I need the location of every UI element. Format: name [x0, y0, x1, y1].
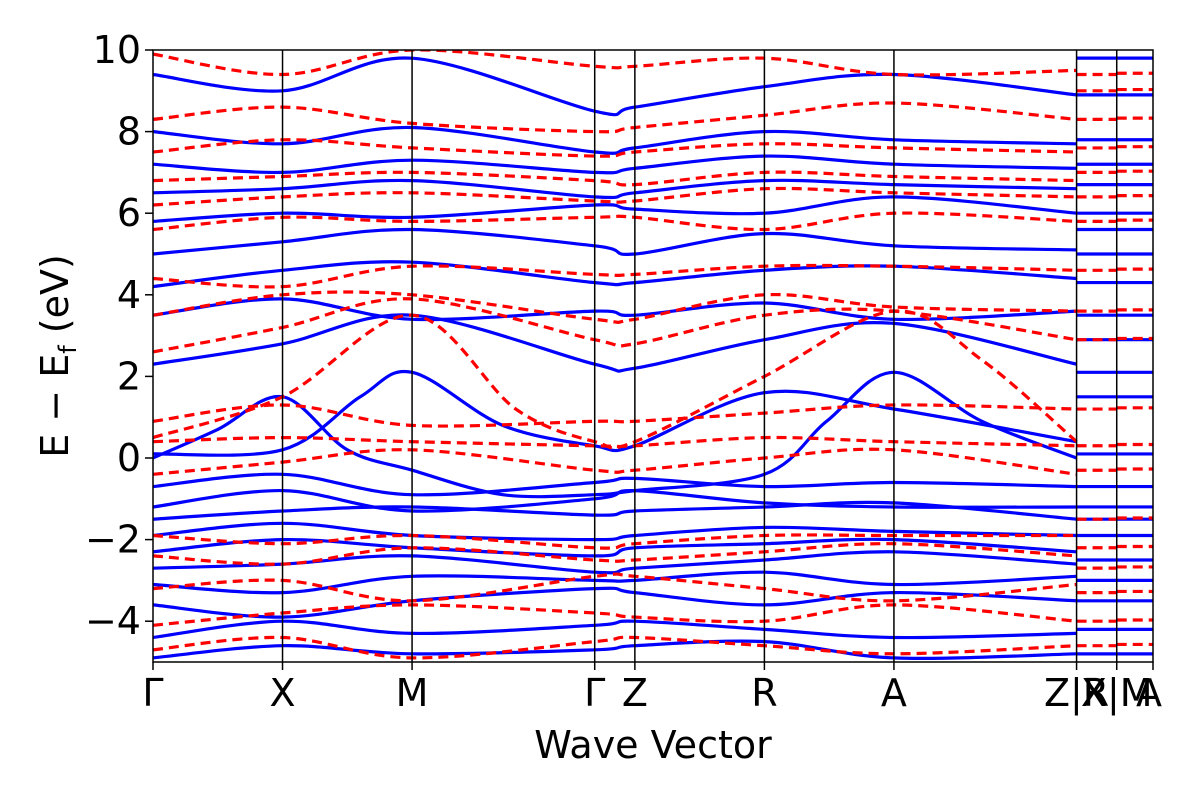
band-solid-6 [153, 521, 1077, 542]
band-solid-1 [153, 619, 1077, 640]
y-tick-label: 2 [117, 354, 141, 398]
y-tick-label: −2 [85, 518, 141, 562]
band-solid-15 [153, 227, 1077, 256]
band-dashed-12 [153, 211, 1077, 232]
x-axis-label: Wave Vector [534, 723, 772, 767]
y-tick-label: 0 [117, 436, 141, 480]
band-solid-18 [153, 154, 1077, 175]
y-axis: −4 −2 0 2 4 6 8 10 [85, 28, 153, 643]
x-tick-label: Z|R [1044, 671, 1109, 716]
band-solid-0 [153, 639, 1077, 660]
plot-frame [152, 49, 1154, 663]
x-tick-label: R [751, 671, 777, 715]
y-tick-label: 4 [117, 273, 141, 317]
band-solid-16 [153, 195, 1077, 223]
band-dashed-8 [153, 309, 1078, 450]
bands-layer [153, 50, 1153, 660]
band-dashed-16 [153, 101, 1077, 134]
x-tick-label: Z [622, 671, 648, 715]
x-tick-label: A [881, 671, 907, 715]
x-tick-label: A [1136, 671, 1162, 715]
band-solid-7 [153, 500, 1077, 521]
x-axis: Γ X M Γ Z R A Z|RX|MA [142, 662, 1162, 716]
x-tick-label: Γ [584, 671, 605, 715]
y-axis-label: E − Ef (eV) [33, 254, 82, 458]
band-dashed-2 [153, 572, 1077, 603]
x-tick-label: M [396, 671, 429, 715]
band-solid-11 [153, 369, 1077, 457]
band-dashed-10 [153, 290, 1077, 324]
band-solid-10 [153, 370, 1078, 499]
y-tick-label: 10 [93, 28, 141, 72]
y-tick-label: −4 [85, 599, 141, 643]
x-tick-label: X|M [1081, 671, 1153, 716]
band-dashed-17 [153, 50, 1077, 77]
kpoint-lines [281, 50, 1118, 662]
y-tick-label: 8 [117, 110, 141, 154]
series-solid [153, 56, 1153, 660]
y-tick-label: 6 [117, 191, 141, 235]
x-tick-label: X [270, 671, 296, 715]
band-dashed-5 [153, 447, 1077, 476]
x-tick-label: Γ [142, 671, 163, 715]
